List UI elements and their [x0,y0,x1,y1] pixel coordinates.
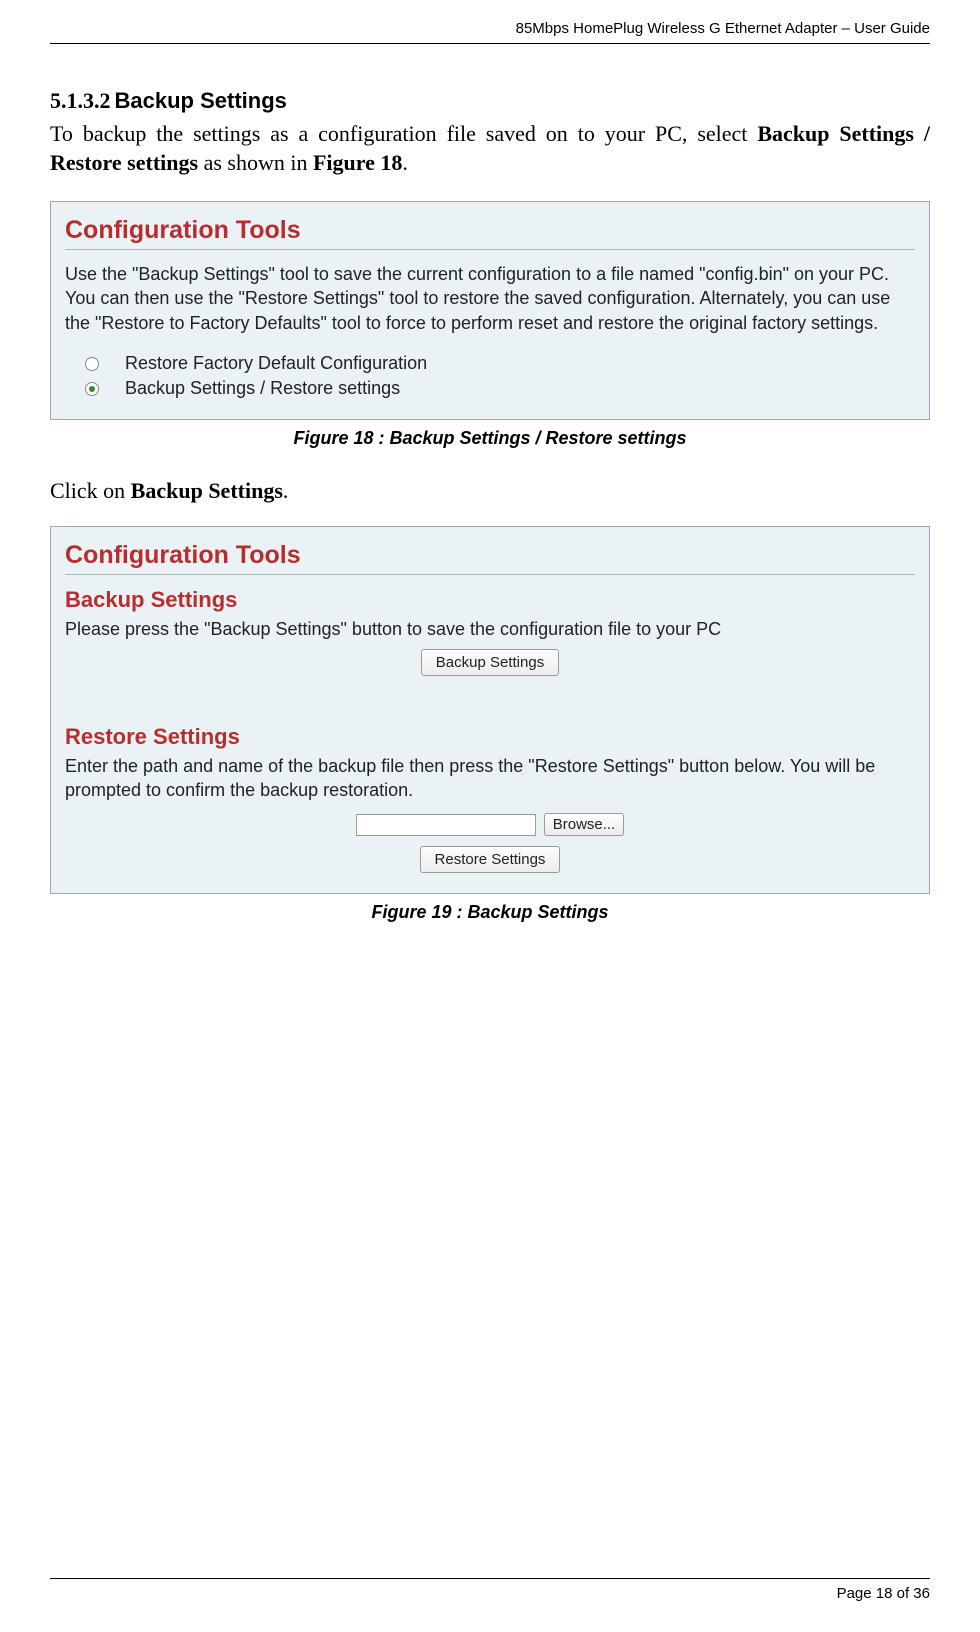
section-number: 5.1.3.2 [50,88,111,113]
section-heading: 5.1.3.2 Backup Settings [50,88,930,114]
figure-18-heading: Configuration Tools [65,216,915,250]
footer: Page 18 of 36 [50,1578,930,1602]
p1-pre: To backup the settings as a configuratio… [50,121,757,146]
figure-19-caption: Figure 19 : Backup Settings [50,902,930,923]
backup-settings-button[interactable]: Backup Settings [421,649,559,676]
radio-restore-factory[interactable]: Restore Factory Default Configuration [85,353,915,374]
radio-label-backup-restore: Backup Settings / Restore settings [125,378,400,399]
figure-18-caption: Figure 18 : Backup Settings / Restore se… [50,428,930,449]
radio-icon-unselected[interactable] [85,357,99,371]
p1-end: . [402,150,408,175]
backup-button-row: Backup Settings [65,649,915,676]
section-title: Backup Settings [115,88,287,113]
header-divider [50,43,930,44]
radio-backup-restore[interactable]: Backup Settings / Restore settings [85,378,915,399]
footer-divider [50,1578,930,1579]
paragraph-1: To backup the settings as a configuratio… [50,120,930,177]
p2-bold: Backup Settings [131,478,283,503]
figure-18-box: Configuration Tools Use the "Backup Sett… [50,201,930,420]
p1-mid: as shown in [198,150,313,175]
radio-icon-selected[interactable] [85,382,99,396]
p2-pre: Click on [50,478,131,503]
p1-figref: Figure 18 [313,150,402,175]
header-title: 85Mbps HomePlug Wireless G Ethernet Adap… [50,20,930,37]
figure-19-heading: Configuration Tools [65,541,915,575]
page-number: Page 18 of 36 [50,1585,930,1602]
restore-settings-heading: Restore Settings [65,724,915,750]
paragraph-2: Click on Backup Settings. [50,477,930,506]
backup-settings-text: Please press the "Backup Settings" butto… [65,617,915,641]
restore-settings-button[interactable]: Restore Settings [420,846,561,873]
browse-button[interactable]: Browse... [544,813,625,836]
restore-settings-text: Enter the path and name of the backup fi… [65,754,915,803]
radio-label-restore-factory: Restore Factory Default Configuration [125,353,427,374]
figure-19-box: Configuration Tools Backup Settings Plea… [50,526,930,894]
figure-18-description: Use the "Backup Settings" tool to save t… [65,262,915,335]
p2-end: . [283,478,289,503]
backup-settings-heading: Backup Settings [65,587,915,613]
restore-path-input[interactable] [356,814,536,836]
